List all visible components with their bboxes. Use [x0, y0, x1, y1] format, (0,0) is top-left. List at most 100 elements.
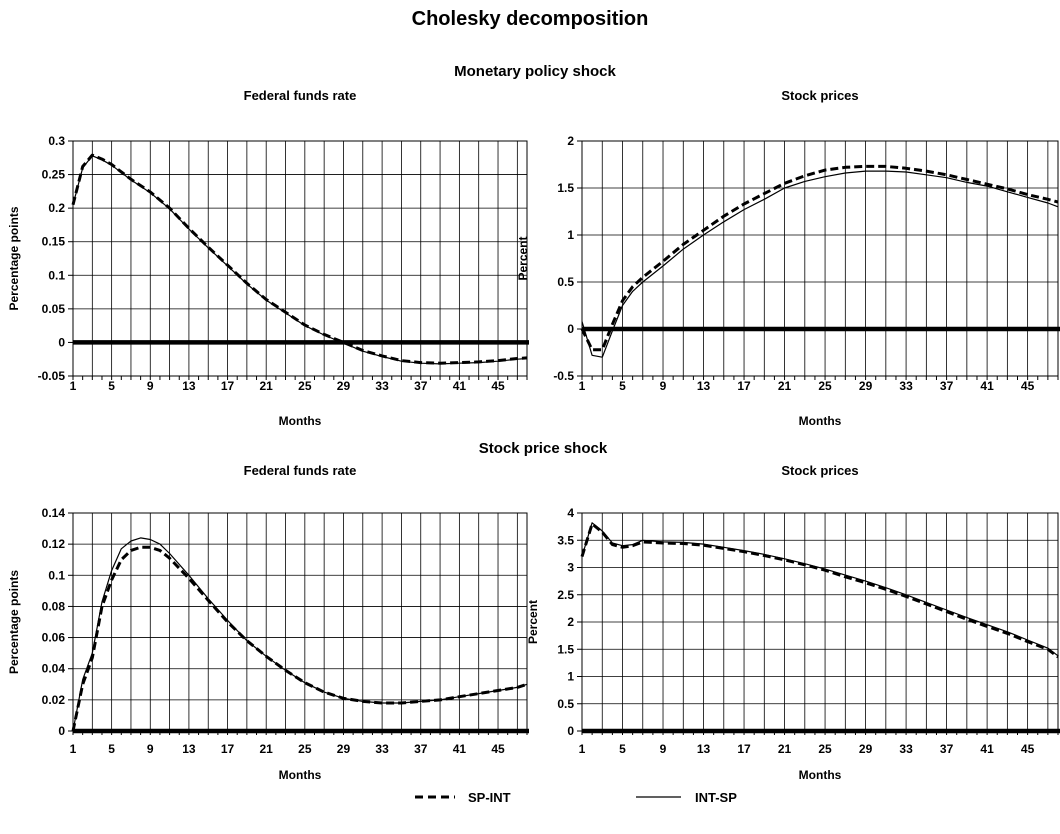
x-tick-label: 21 — [260, 742, 274, 756]
x-tick-label: 17 — [221, 379, 235, 393]
x-axis-label: Months — [799, 768, 842, 782]
x-tick-label: 9 — [147, 742, 154, 756]
y-tick-label: 3.5 — [557, 533, 574, 547]
x-tick-label: 1 — [579, 742, 586, 756]
x-tick-label: 17 — [221, 742, 235, 756]
y-tick-label: 0.05 — [42, 302, 66, 316]
y-tick-label: 0.1 — [48, 268, 65, 282]
x-tick-label: 13 — [182, 742, 196, 756]
y-tick-label: 2 — [567, 134, 574, 148]
x-axis-label: Months — [799, 414, 842, 428]
y-tick-label: -0.5 — [553, 369, 574, 383]
series-line-int-sp — [72, 537, 528, 732]
x-tick-label: 13 — [182, 379, 196, 393]
x-tick-label: 1 — [70, 742, 77, 756]
x-tick-label: 9 — [660, 742, 667, 756]
y-axis-label: Percentage points — [7, 206, 21, 310]
x-tick-label: 13 — [697, 742, 711, 756]
y-tick-label: 0.1 — [48, 568, 65, 582]
x-tick-label: 37 — [940, 742, 954, 756]
y-tick-label: 3 — [567, 561, 574, 575]
series-line-int-sp — [72, 155, 528, 365]
x-tick-label: 29 — [859, 379, 873, 393]
y-tick-label: 2 — [567, 615, 574, 629]
y-tick-label: 0 — [567, 724, 574, 738]
series-line-int-sp — [581, 170, 1059, 358]
panel-monetary-ffr: Federal funds rate -0.05 0 0.05 0.1 0.15 0.2 0.… — [7, 88, 529, 428]
y-tick-label: 2.5 — [557, 588, 574, 602]
y-tick-label: 0.08 — [42, 599, 66, 613]
x-tick-label: 25 — [818, 742, 832, 756]
y-tick-label: 1 — [567, 228, 574, 242]
x-tick-label: 1 — [579, 379, 586, 393]
y-tick-label: 0.04 — [42, 662, 66, 676]
x-axis-label: Months — [279, 414, 322, 428]
y-axis-label: Percent — [526, 600, 540, 644]
y-tick-label: 4 — [567, 506, 574, 520]
y-tick-label: 0.15 — [42, 235, 66, 249]
x-tick-label: 41 — [453, 379, 467, 393]
y-tick-label: 0 — [58, 335, 65, 349]
legend-label-sp-int: SP-INT — [468, 790, 511, 805]
y-tick-label: -0.05 — [38, 369, 66, 383]
section-title-monetary: Monetary policy shock — [454, 63, 616, 80]
y-tick-label: 0.06 — [42, 631, 66, 645]
y-axis-label: Percentage points — [7, 570, 21, 674]
y-tick-label: 1.5 — [557, 642, 574, 656]
y-tick-label: 0 — [58, 724, 65, 738]
panel-stockshock-ffr: Federal funds rate 0 0.02 0.04 0.06 0.08 0.1 0.… — [7, 463, 529, 782]
x-tick-label: 33 — [375, 742, 389, 756]
figure-title: Cholesky decomposition — [412, 8, 649, 30]
series-line-sp-int — [71, 545, 528, 732]
x-tick-label: 29 — [337, 379, 351, 393]
chart-title: Federal funds rate — [244, 463, 357, 478]
legend-label-int-sp: INT-SP — [695, 790, 737, 805]
x-tick-label: 41 — [453, 742, 467, 756]
series-line-sp-int — [580, 164, 1059, 352]
y-axis-label: Percent — [516, 236, 530, 280]
series-line-sp-int — [580, 522, 1059, 659]
x-tick-label: 37 — [940, 379, 954, 393]
plot-frame — [581, 140, 1059, 377]
x-tick-label: 33 — [375, 379, 389, 393]
panel-stockshock-stock: Stock prices 0 0.5 1 1.5 2 2.5 3 3.5 4 1 5 9 13 17 21 25… — [526, 463, 1060, 782]
x-tick-label: 45 — [1021, 742, 1035, 756]
x-tick-label: 33 — [899, 379, 913, 393]
x-tick-label: 29 — [337, 742, 351, 756]
y-tick-label: 0.3 — [48, 134, 65, 148]
chart-title: Federal funds rate — [244, 88, 357, 103]
legend: SP-INT INT-SP — [415, 790, 737, 805]
chart-title: Stock prices — [781, 463, 858, 478]
section-title-stock: Stock price shock — [479, 440, 608, 457]
x-tick-label: 33 — [899, 742, 913, 756]
y-tick-label: 0.2 — [48, 201, 65, 215]
x-tick-label: 13 — [697, 379, 711, 393]
x-tick-label: 5 — [619, 379, 626, 393]
x-tick-label: 9 — [147, 379, 154, 393]
x-tick-label: 41 — [980, 379, 994, 393]
x-tick-label: 5 — [108, 742, 115, 756]
x-tick-label: 25 — [298, 742, 312, 756]
chart-title: Stock prices — [781, 88, 858, 103]
x-axis-label: Months — [279, 768, 322, 782]
y-tick-label: 1.5 — [557, 181, 574, 195]
y-tick-label: 0.14 — [42, 506, 66, 520]
x-tick-label: 21 — [778, 742, 792, 756]
x-tick-label: 21 — [260, 379, 274, 393]
x-tick-label: 9 — [660, 379, 667, 393]
y-tick-label: 1 — [567, 670, 574, 684]
plot-frame — [72, 140, 528, 377]
panel-monetary-stock: Stock prices-0.500.511.521 5 9 13 17 21 25 29 33… — [516, 88, 1060, 428]
x-tick-label: 45 — [1021, 379, 1035, 393]
x-tick-label: 21 — [778, 379, 792, 393]
x-tick-label: 17 — [737, 742, 751, 756]
y-tick-label: 0.02 — [42, 693, 66, 707]
y-tick-label: 0.25 — [42, 168, 66, 182]
y-tick-label: 0.5 — [557, 697, 574, 711]
y-tick-label: 0 — [567, 322, 574, 336]
y-tick-label: 0.12 — [42, 537, 66, 551]
x-tick-label: 45 — [491, 379, 505, 393]
x-tick-label: 37 — [414, 379, 428, 393]
x-tick-label: 5 — [619, 742, 626, 756]
